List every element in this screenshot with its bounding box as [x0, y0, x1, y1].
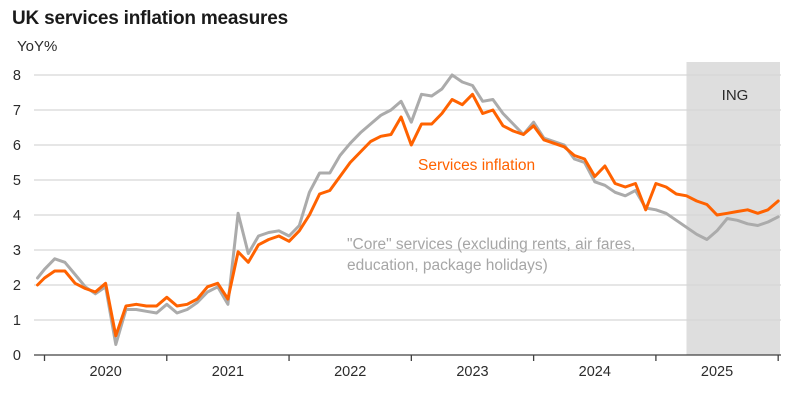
data-lines: [36, 73, 780, 346]
x-tick-2021: 2021: [212, 364, 244, 380]
gridlines: [34, 74, 781, 321]
forecast-band: [686, 62, 780, 355]
y-tick-7: 7: [13, 103, 21, 119]
y-tick-2: 2: [13, 278, 21, 294]
y-axis-tick-labels: 0 1 2 3 4 5 6 7 8: [13, 68, 21, 364]
y-tick-6: 6: [13, 138, 21, 154]
x-tick-2020: 2020: [90, 364, 122, 380]
x-tick-2024: 2024: [579, 364, 611, 380]
ing-forecast-label: ING: [722, 87, 749, 104]
series-label-services-inflation: Services inflation: [418, 157, 535, 174]
series-label-core-services-line2: education, package holidays): [347, 257, 548, 274]
x-axis: [34, 354, 781, 361]
x-tick-2025: 2025: [701, 364, 733, 380]
y-axis-unit-label: YoY%: [17, 38, 58, 55]
y-tick-0: 0: [13, 348, 21, 364]
x-axis-tick-labels: 2020 2021 2022 2023 2024 2025: [90, 364, 734, 380]
x-tick-2023: 2023: [456, 364, 488, 380]
y-tick-8: 8: [13, 68, 21, 84]
y-tick-1: 1: [13, 313, 21, 329]
line-services-inflation: [36, 92, 780, 338]
line-core-services: [36, 73, 780, 346]
x-tick-2022: 2022: [334, 364, 366, 380]
chart-title: UK services inflation measures: [12, 8, 288, 29]
y-tick-5: 5: [13, 173, 21, 189]
y-tick-4: 4: [13, 208, 21, 224]
y-tick-3: 3: [13, 243, 21, 259]
series-label-core-services-line1: "Core" services (excluding rents, air fa…: [347, 236, 635, 253]
